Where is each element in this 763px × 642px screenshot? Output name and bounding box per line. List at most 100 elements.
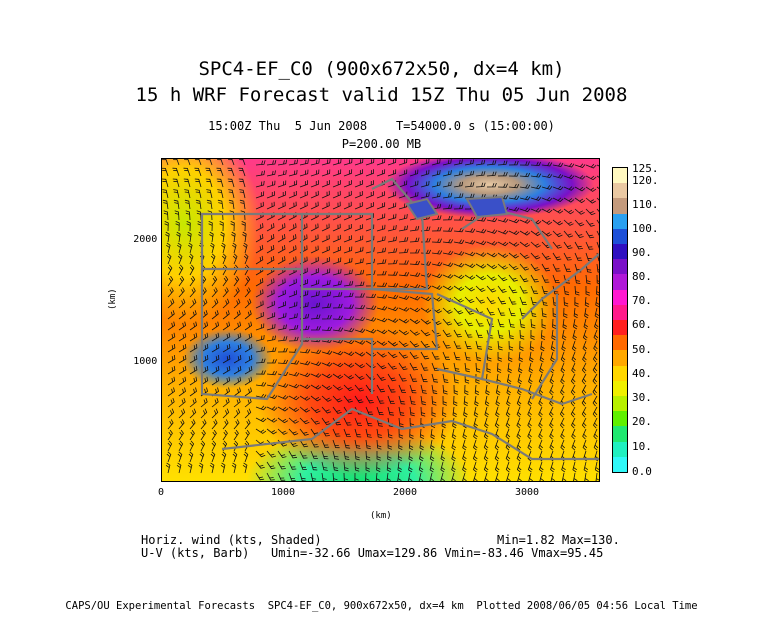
wind-barb bbox=[227, 178, 235, 188]
wind-barb bbox=[162, 178, 169, 188]
wind-barb bbox=[266, 255, 275, 265]
wind-barb bbox=[475, 228, 487, 234]
wind-barb bbox=[585, 230, 595, 239]
wind-barb bbox=[189, 343, 198, 353]
wind-barb bbox=[299, 372, 311, 378]
wind-barb bbox=[464, 351, 471, 361]
wind-barb bbox=[167, 376, 176, 386]
wind-barb bbox=[222, 408, 230, 419]
wind-barb bbox=[585, 175, 597, 181]
wind-barb bbox=[343, 417, 352, 426]
wind-barb bbox=[310, 256, 319, 265]
wind-barb bbox=[189, 354, 198, 364]
wind-barb bbox=[233, 376, 242, 386]
wind-barb bbox=[200, 397, 208, 408]
wind-barb bbox=[574, 186, 586, 192]
wind-barb bbox=[563, 285, 570, 296]
wind-barb bbox=[497, 307, 506, 316]
wind-barb bbox=[518, 362, 523, 374]
wind-barb bbox=[452, 406, 457, 418]
wind-barb bbox=[563, 252, 572, 261]
wind-barb bbox=[244, 332, 253, 342]
wind-barb bbox=[508, 230, 520, 235]
wind-barb bbox=[244, 365, 253, 375]
wind-barb bbox=[561, 461, 566, 473]
colorbar-label: 20. bbox=[632, 415, 652, 428]
wind-barb bbox=[266, 370, 278, 376]
barb-field-stats: U-V (kts, Barb) Umin=-32.66 Umax=129.86 … bbox=[141, 546, 604, 560]
wind-barb bbox=[376, 451, 381, 461]
wind-barb bbox=[244, 419, 251, 430]
wind-barb bbox=[574, 197, 586, 204]
wind-barb bbox=[453, 307, 464, 315]
wind-barb bbox=[398, 260, 409, 265]
wind-barb bbox=[244, 397, 252, 408]
wind-barb bbox=[332, 327, 344, 332]
wind-barb bbox=[584, 472, 589, 481]
wind-barb bbox=[343, 257, 353, 265]
x-tick-label: 3000 bbox=[515, 487, 540, 498]
wind-barb bbox=[429, 472, 435, 481]
wind-barb bbox=[167, 343, 176, 353]
wind-barb bbox=[585, 186, 597, 192]
wind-barb bbox=[442, 159, 452, 166]
wind-barb bbox=[451, 461, 456, 473]
wind-barb bbox=[596, 175, 599, 178]
wind-barb bbox=[242, 231, 247, 243]
wind-barb bbox=[508, 329, 514, 340]
wind-barb bbox=[519, 340, 524, 351]
wind-barb bbox=[255, 201, 264, 210]
wind-barb bbox=[486, 263, 498, 270]
wind-barb bbox=[561, 472, 567, 481]
wind-barb bbox=[464, 228, 476, 233]
wind-barb bbox=[398, 271, 410, 277]
wind-barb bbox=[299, 417, 310, 425]
wind-barb bbox=[409, 159, 419, 166]
wind-barb bbox=[560, 417, 565, 429]
wind-barb bbox=[376, 224, 386, 232]
wind-barb bbox=[354, 258, 364, 265]
wind-barb bbox=[398, 362, 408, 371]
wind-barb bbox=[464, 274, 476, 280]
wind-barb bbox=[527, 461, 533, 473]
wind-barb bbox=[398, 248, 409, 254]
wind-barb bbox=[508, 351, 513, 362]
wind-barb bbox=[453, 193, 464, 199]
wind-barb bbox=[277, 256, 286, 265]
wind-barb bbox=[505, 406, 511, 418]
wind-barb bbox=[464, 239, 476, 245]
wind-barb bbox=[519, 252, 530, 259]
wind-barb bbox=[211, 397, 219, 408]
wind-barb bbox=[232, 242, 237, 254]
wind-barb bbox=[299, 406, 310, 413]
wind-barb bbox=[178, 429, 184, 441]
wind-barb bbox=[528, 472, 533, 481]
wind-barb bbox=[420, 261, 432, 266]
wind-barb bbox=[508, 274, 518, 282]
wind-barb bbox=[464, 384, 469, 395]
colorbar-segment bbox=[613, 456, 627, 473]
wind-barb bbox=[321, 417, 331, 426]
wind-barb bbox=[486, 241, 498, 246]
wind-barb bbox=[519, 184, 531, 189]
wind-barb bbox=[200, 343, 209, 353]
wind-barb bbox=[571, 351, 577, 363]
wind-barb bbox=[560, 362, 566, 374]
wind-barb bbox=[255, 170, 265, 177]
wind-barb bbox=[570, 406, 576, 418]
wind-barb bbox=[266, 417, 278, 423]
wind-barb bbox=[178, 365, 187, 375]
wind-barb bbox=[551, 329, 556, 341]
wind-barb bbox=[541, 252, 551, 260]
wind-barb bbox=[475, 159, 486, 166]
wind-barb bbox=[585, 263, 592, 273]
wind-barb bbox=[200, 310, 208, 320]
wind-barb bbox=[240, 210, 246, 221]
wind-barb bbox=[518, 351, 524, 363]
wind-barb bbox=[420, 159, 430, 166]
colorbar-label: 125. bbox=[632, 162, 659, 175]
wind-barb bbox=[288, 190, 297, 199]
wind-barb bbox=[431, 192, 441, 199]
wind-barb bbox=[321, 303, 332, 309]
wind-barb bbox=[232, 253, 238, 265]
